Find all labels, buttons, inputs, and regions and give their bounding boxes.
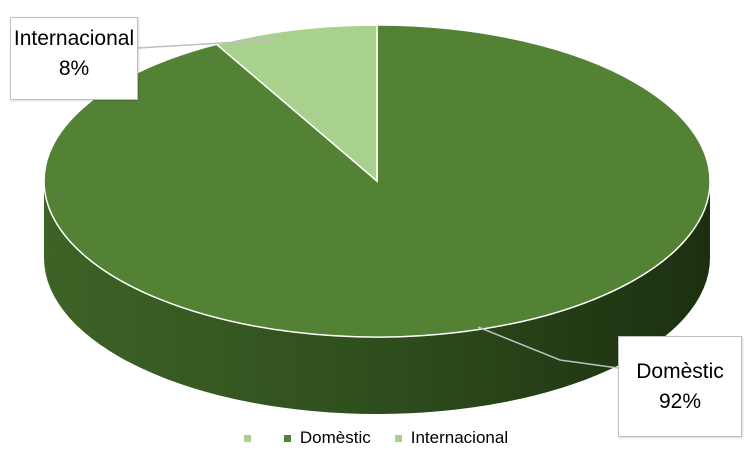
legend-swatch-internacional bbox=[394, 434, 402, 442]
legend: Domèstic Internacional bbox=[0, 426, 752, 450]
leader-line-domestic bbox=[477, 326, 619, 369]
legend-swatch-blank bbox=[243, 434, 251, 442]
legend-label-domestic: Domèstic bbox=[299, 428, 371, 447]
legend-item-internacional: Internacional bbox=[394, 428, 509, 448]
pie-side-domestic bbox=[44, 181, 710, 414]
legend-swatch-domestic bbox=[283, 434, 291, 442]
data-label-domestic-name: Domèstic bbox=[636, 360, 724, 383]
data-label-internacional: Internacional 8% bbox=[10, 17, 138, 100]
data-label-domestic-value: 92% bbox=[658, 390, 702, 413]
legend-item-blank bbox=[243, 434, 260, 442]
data-label-domestic: Domèstic 92% bbox=[618, 336, 742, 437]
legend-label-internacional: Internacional bbox=[410, 428, 509, 447]
data-label-internacional-name: Internacional bbox=[13, 27, 135, 50]
legend-item-domestic: Domèstic bbox=[283, 428, 371, 448]
leader-line-internacional bbox=[137, 39, 275, 49]
data-label-internacional-value: 8% bbox=[58, 57, 90, 80]
